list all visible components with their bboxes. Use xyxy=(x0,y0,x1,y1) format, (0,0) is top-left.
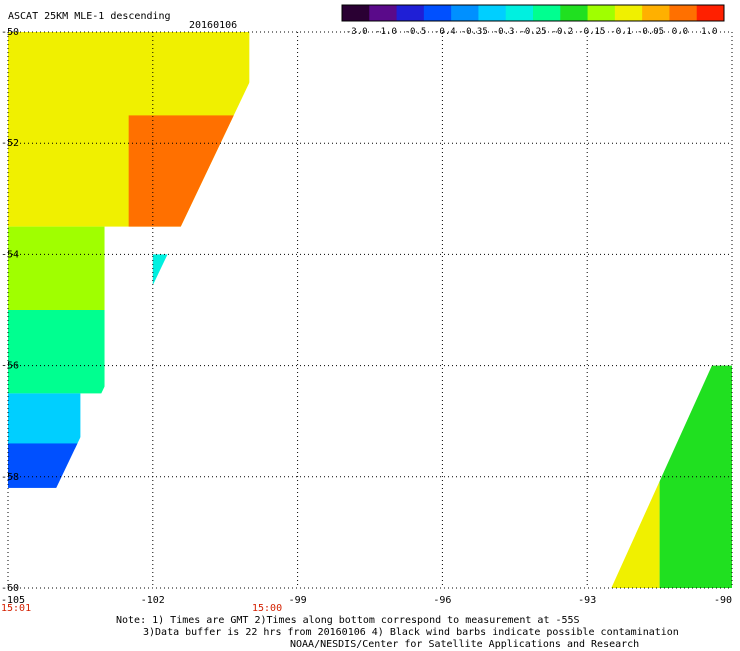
x-tick-label: -96 xyxy=(433,595,451,606)
heatmap-cell xyxy=(659,365,732,588)
chart-title: ASCAT 25KM MLE-1 descending xyxy=(8,11,171,22)
colorbar-label: 1.0 xyxy=(701,27,717,37)
colorbar-swatch xyxy=(669,5,698,21)
y-tick-label: -50 xyxy=(1,27,19,38)
heatmap-cells xyxy=(8,32,732,588)
colorbar: -3.0 -1.0 -0.5 -0.4 -0.35 -0.3 -0.25 -0.2 -0.15-… xyxy=(341,4,725,37)
x-tick-label: -93 xyxy=(578,595,596,606)
note-line-2: 3)Data buffer is 22 hrs from 20160106 4)… xyxy=(143,627,679,638)
colorbar-label: -0.25 xyxy=(519,27,546,37)
colorbar-swatch xyxy=(560,5,589,21)
chart-area: -3.0 -1.0 -0.5 -0.4 -0.35 -0.3 -0.25 -0.2 -0.15-… xyxy=(1,4,733,612)
time-start-label: 15:01 xyxy=(1,603,31,612)
note-line-1: Note: 1) Times are GMT 2)Times along bot… xyxy=(116,615,580,626)
colorbar-label: -0.3 xyxy=(493,27,515,37)
colorbar-swatch xyxy=(342,5,370,21)
x-tick-label: -90 xyxy=(714,595,732,606)
colorbar-label: -3.0 xyxy=(346,27,368,37)
x-tick-label: -99 xyxy=(289,595,307,606)
colorbar-swatch xyxy=(505,5,534,21)
colorbar-swatch xyxy=(451,5,479,21)
colorbar-swatch xyxy=(396,5,425,21)
colorbar-swatch xyxy=(642,5,670,21)
colorbar-label: -0.5 xyxy=(405,27,427,37)
colorbar-swatch xyxy=(696,5,725,21)
colorbar-swatch xyxy=(533,5,561,21)
colorbar-swatch xyxy=(614,5,643,21)
colorbar-label: -1.0 xyxy=(375,27,397,37)
colorbar-swatch xyxy=(423,5,452,21)
y-tick-label: -56 xyxy=(1,361,19,372)
heatmap-cell xyxy=(8,393,81,449)
heatmap-cell xyxy=(152,254,202,338)
x-tick-label: -105 xyxy=(1,595,25,606)
y-tick-label: -54 xyxy=(1,249,19,260)
heatmap-cell xyxy=(611,449,660,588)
heatmap-cell xyxy=(128,115,250,227)
colorbar-frame xyxy=(341,4,725,22)
colorbar-swatch xyxy=(478,5,507,21)
y-tick-label: -58 xyxy=(1,472,19,483)
colorbar-label: -0.4 xyxy=(434,27,456,37)
heatmap-cell xyxy=(8,226,105,310)
colorbar-label: -0.05 xyxy=(637,27,664,37)
note-line-3: NOAA/NESDIS/Center for Satellite Applica… xyxy=(290,639,640,650)
colorbar-label: -0.35 xyxy=(461,27,488,37)
colorbar-label: 0.0 xyxy=(672,27,688,37)
colorbar-swatch xyxy=(369,5,398,21)
time-mid-label: 15:00 xyxy=(252,603,282,612)
y-tick-label: -60 xyxy=(1,583,19,594)
y-tick-label: -52 xyxy=(1,138,19,149)
swath-west xyxy=(8,32,250,488)
colorbar-label: -0.2 xyxy=(552,27,574,37)
swath-east xyxy=(611,365,732,588)
colorbar-label: -0.15 xyxy=(578,27,605,37)
heatmap-cell xyxy=(8,310,105,394)
colorbar-swatch xyxy=(587,5,616,21)
axis-ticks: -105 -102 -99 -96 -93 -90 -50 -52 -54 -56 -58 -60 15… xyxy=(1,27,732,612)
colorbar-label: -0.1 xyxy=(610,27,632,37)
grid-lines xyxy=(7,31,733,589)
x-tick-label: -102 xyxy=(141,595,165,606)
chart-date: 20160106 xyxy=(189,20,238,31)
